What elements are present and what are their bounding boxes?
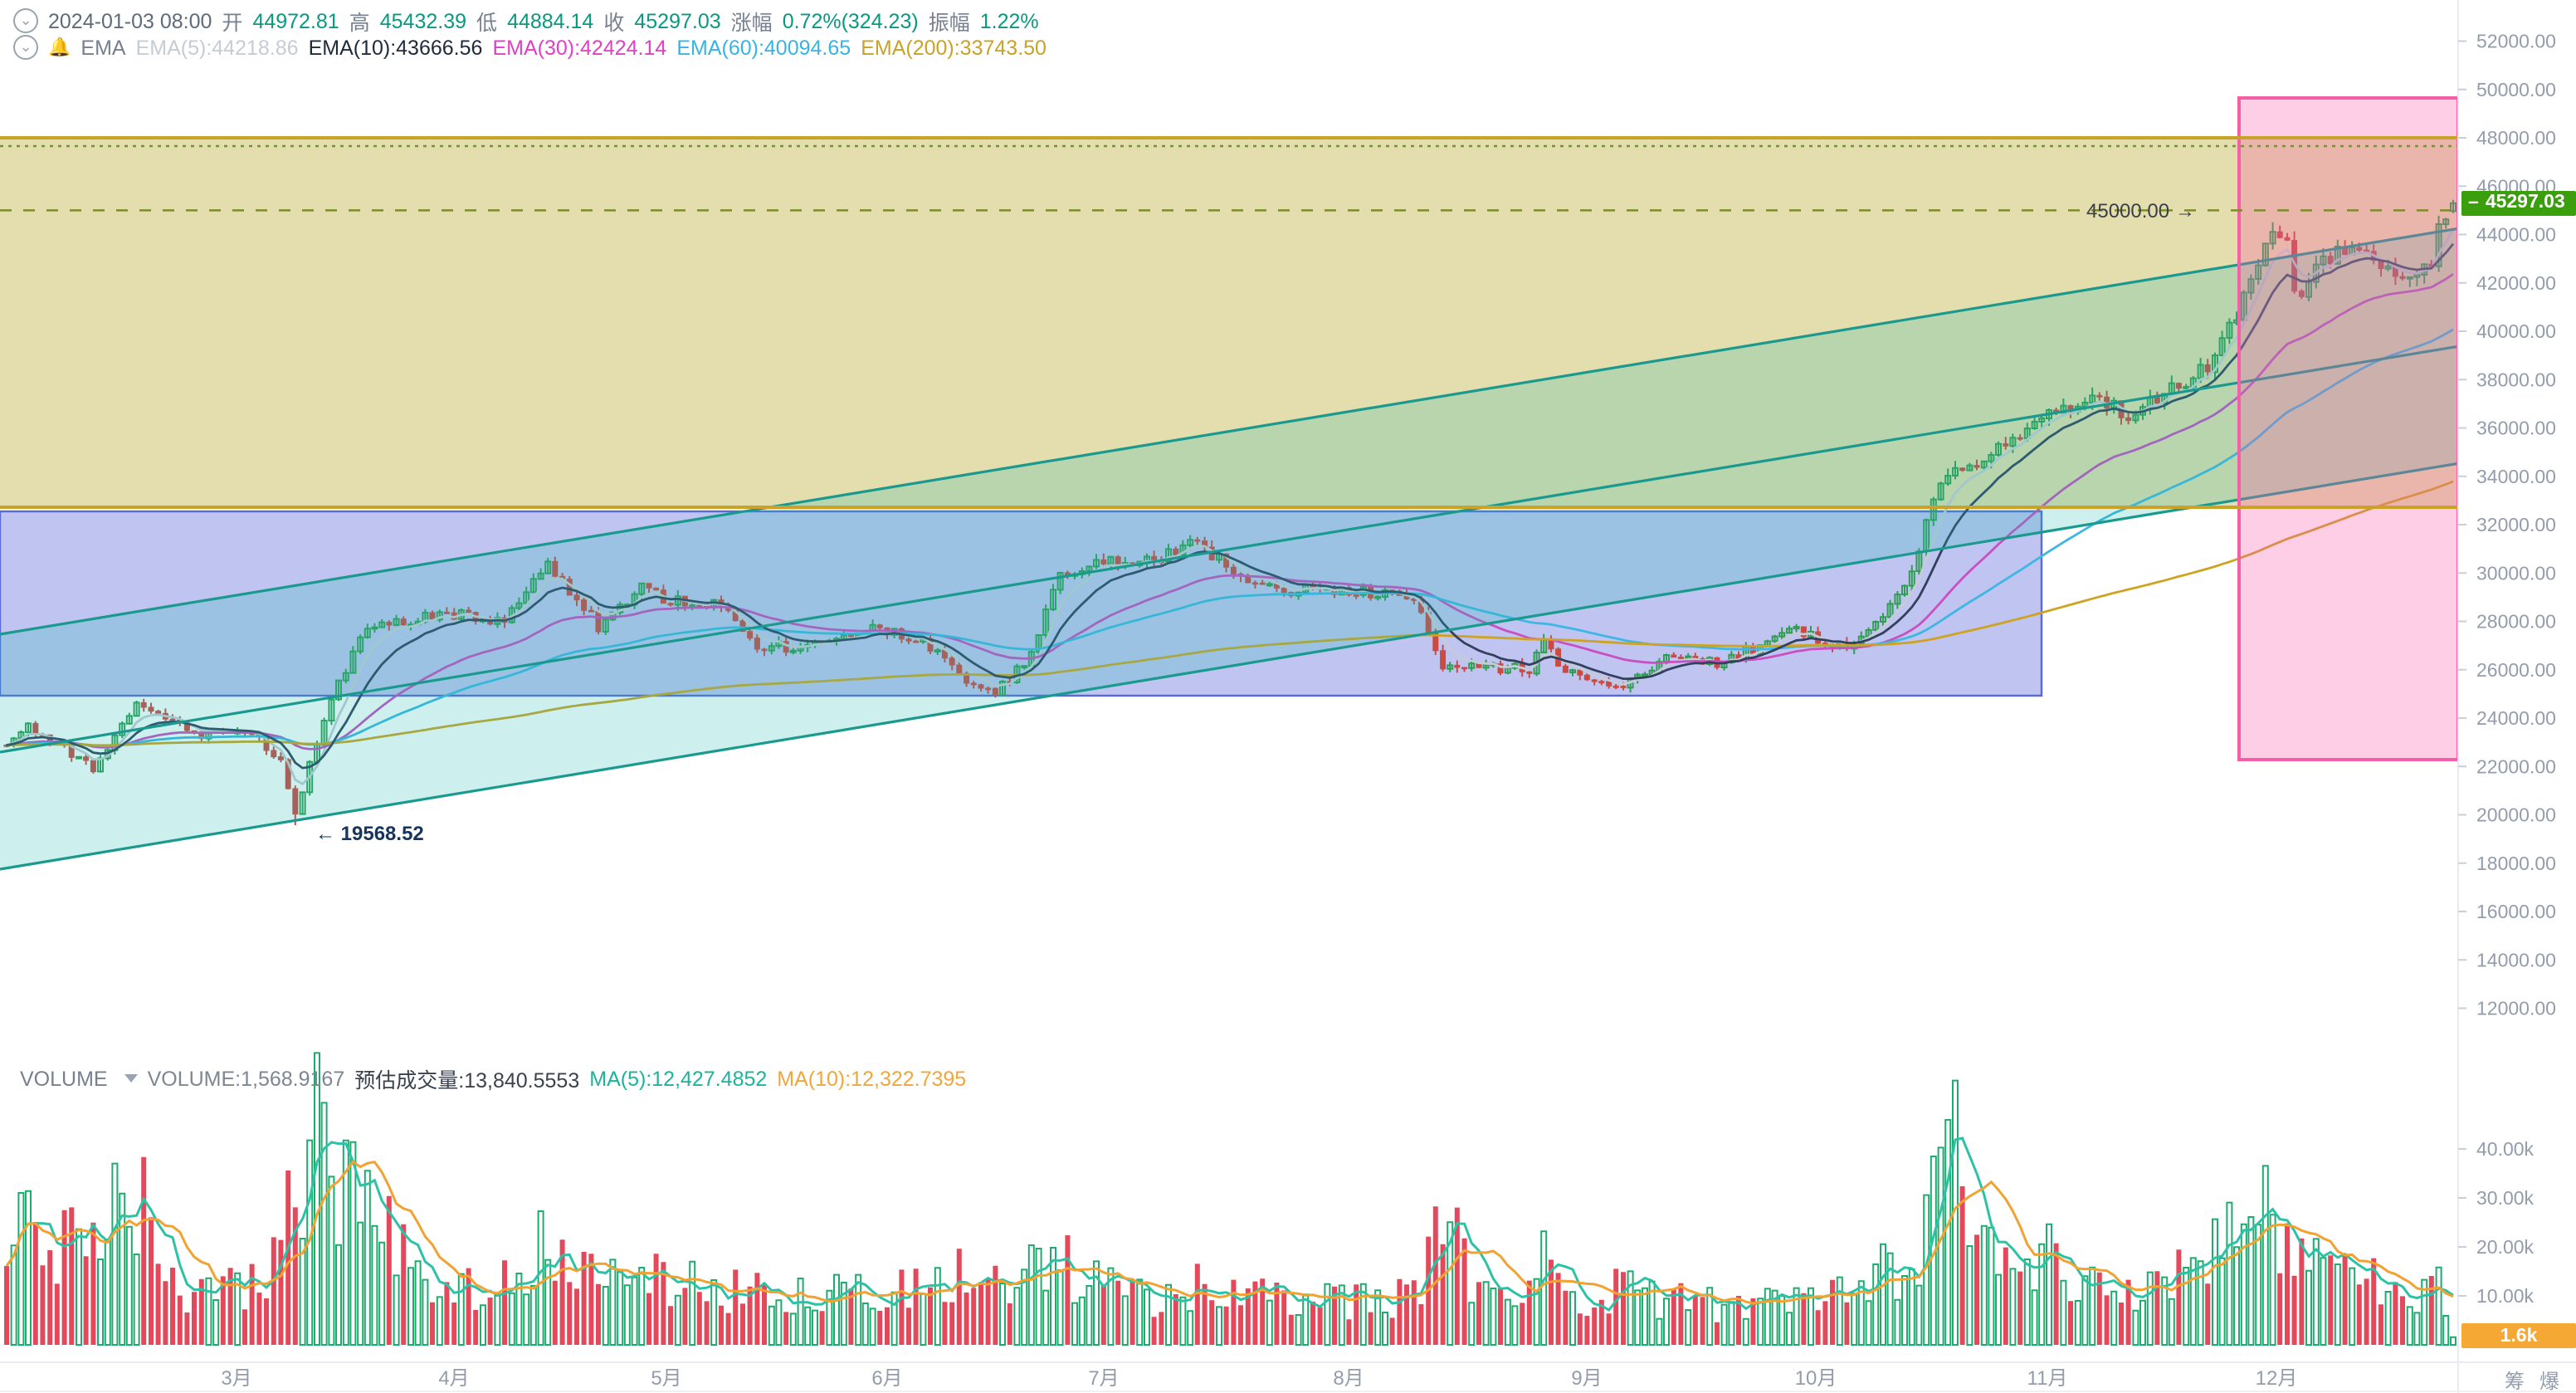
price-tick-label: 24000.00 bbox=[2476, 707, 2556, 729]
price-tick-label: 44000.00 bbox=[2476, 224, 2556, 246]
volume-tick-label: 40.00k bbox=[2476, 1138, 2535, 1160]
x-axis-label: 3月 bbox=[221, 1367, 251, 1390]
price-tick-label: 36000.00 bbox=[2476, 418, 2556, 439]
collapse-chevron-icon[interactable]: ⌄ bbox=[13, 35, 38, 60]
collapse-chevron-icon[interactable]: ⌄ bbox=[13, 8, 38, 33]
ema60-line bbox=[6, 328, 2454, 747]
price-tick-label: 42000.00 bbox=[2476, 272, 2556, 294]
x-axis-label: 8月 bbox=[1333, 1367, 1364, 1390]
price-tick-label: 26000.00 bbox=[2476, 659, 2556, 681]
price-tick-label: 46000.00 bbox=[2476, 175, 2556, 197]
alert-bell-icon[interactable]: 🔔 bbox=[48, 38, 71, 58]
ema5-line bbox=[6, 228, 2455, 786]
x-axis-label: 11月 bbox=[2027, 1367, 2068, 1390]
x-axis-label: 10月 bbox=[1795, 1367, 1837, 1390]
price-tick-label: 40000.00 bbox=[2476, 320, 2556, 342]
x-axis-label: 7月 bbox=[1088, 1367, 1119, 1390]
price-tick-label: 16000.00 bbox=[2476, 901, 2556, 922]
volume-series bbox=[4, 1052, 2456, 1346]
corner-toolbar: 筹 爆 bbox=[2505, 1366, 2569, 1393]
x-axis-label: 6月 bbox=[871, 1367, 902, 1390]
volume-tick-label: 20.00k bbox=[2476, 1236, 2535, 1258]
price-tick-label: 28000.00 bbox=[2476, 611, 2556, 633]
x-axis-label: 9月 bbox=[1571, 1367, 1602, 1390]
price-tick-label: 38000.00 bbox=[2476, 369, 2556, 390]
price-tick-label: 12000.00 bbox=[2476, 998, 2556, 1019]
liquidation-button[interactable]: 爆 bbox=[2539, 1370, 2559, 1393]
price-tick-label: 34000.00 bbox=[2476, 466, 2556, 487]
price-channel-bands bbox=[0, 138, 2458, 697]
price-tick-label: 30000.00 bbox=[2476, 562, 2556, 584]
overlay-bands bbox=[0, 96, 2460, 871]
x-axis-label: 4月 bbox=[438, 1367, 469, 1390]
price-tick-label: 52000.00 bbox=[2476, 31, 2556, 52]
price-tick-label: 20000.00 bbox=[2476, 804, 2556, 826]
x-axis-label: 12月 bbox=[2256, 1367, 2298, 1390]
ema10-line bbox=[6, 242, 2455, 770]
volume-ma5-line bbox=[5, 1136, 2454, 1312]
ema200-line bbox=[6, 480, 2454, 747]
price-tick-label: 14000.00 bbox=[2476, 949, 2556, 970]
volume-title[interactable]: VOLUME bbox=[20, 1067, 108, 1090]
price-tick-label: 50000.00 bbox=[2476, 79, 2556, 100]
level-lines bbox=[0, 136, 2461, 509]
price-tick-label: 18000.00 bbox=[2476, 853, 2556, 874]
price-tick-label: 22000.00 bbox=[2476, 755, 2556, 777]
volume-ma10-line bbox=[5, 1160, 2454, 1305]
chip-distribution-button[interactable]: 筹 bbox=[2504, 1370, 2525, 1393]
volume-tick-label: 30.00k bbox=[2476, 1187, 2535, 1209]
price-tick-label: 48000.00 bbox=[2476, 127, 2556, 149]
dropdown-caret-icon[interactable] bbox=[124, 1074, 138, 1083]
volume-tick-label: 10.00k bbox=[2476, 1285, 2535, 1307]
price-tick-label: 32000.00 bbox=[2476, 514, 2556, 535]
x-axis-label: 5月 bbox=[651, 1367, 681, 1390]
